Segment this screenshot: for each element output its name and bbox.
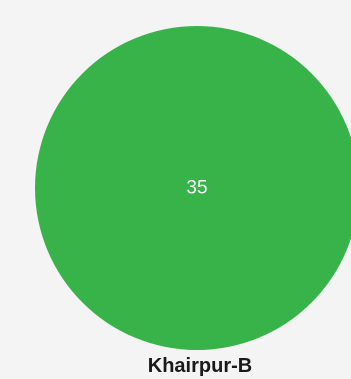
pie-slice-1 xyxy=(35,26,351,350)
category-label-1: Khairpur-B xyxy=(148,355,252,377)
pie-slices xyxy=(35,26,351,350)
pie-labels: 35 Khairpur-B xyxy=(148,178,252,378)
data-label-1: 35 xyxy=(186,178,207,199)
